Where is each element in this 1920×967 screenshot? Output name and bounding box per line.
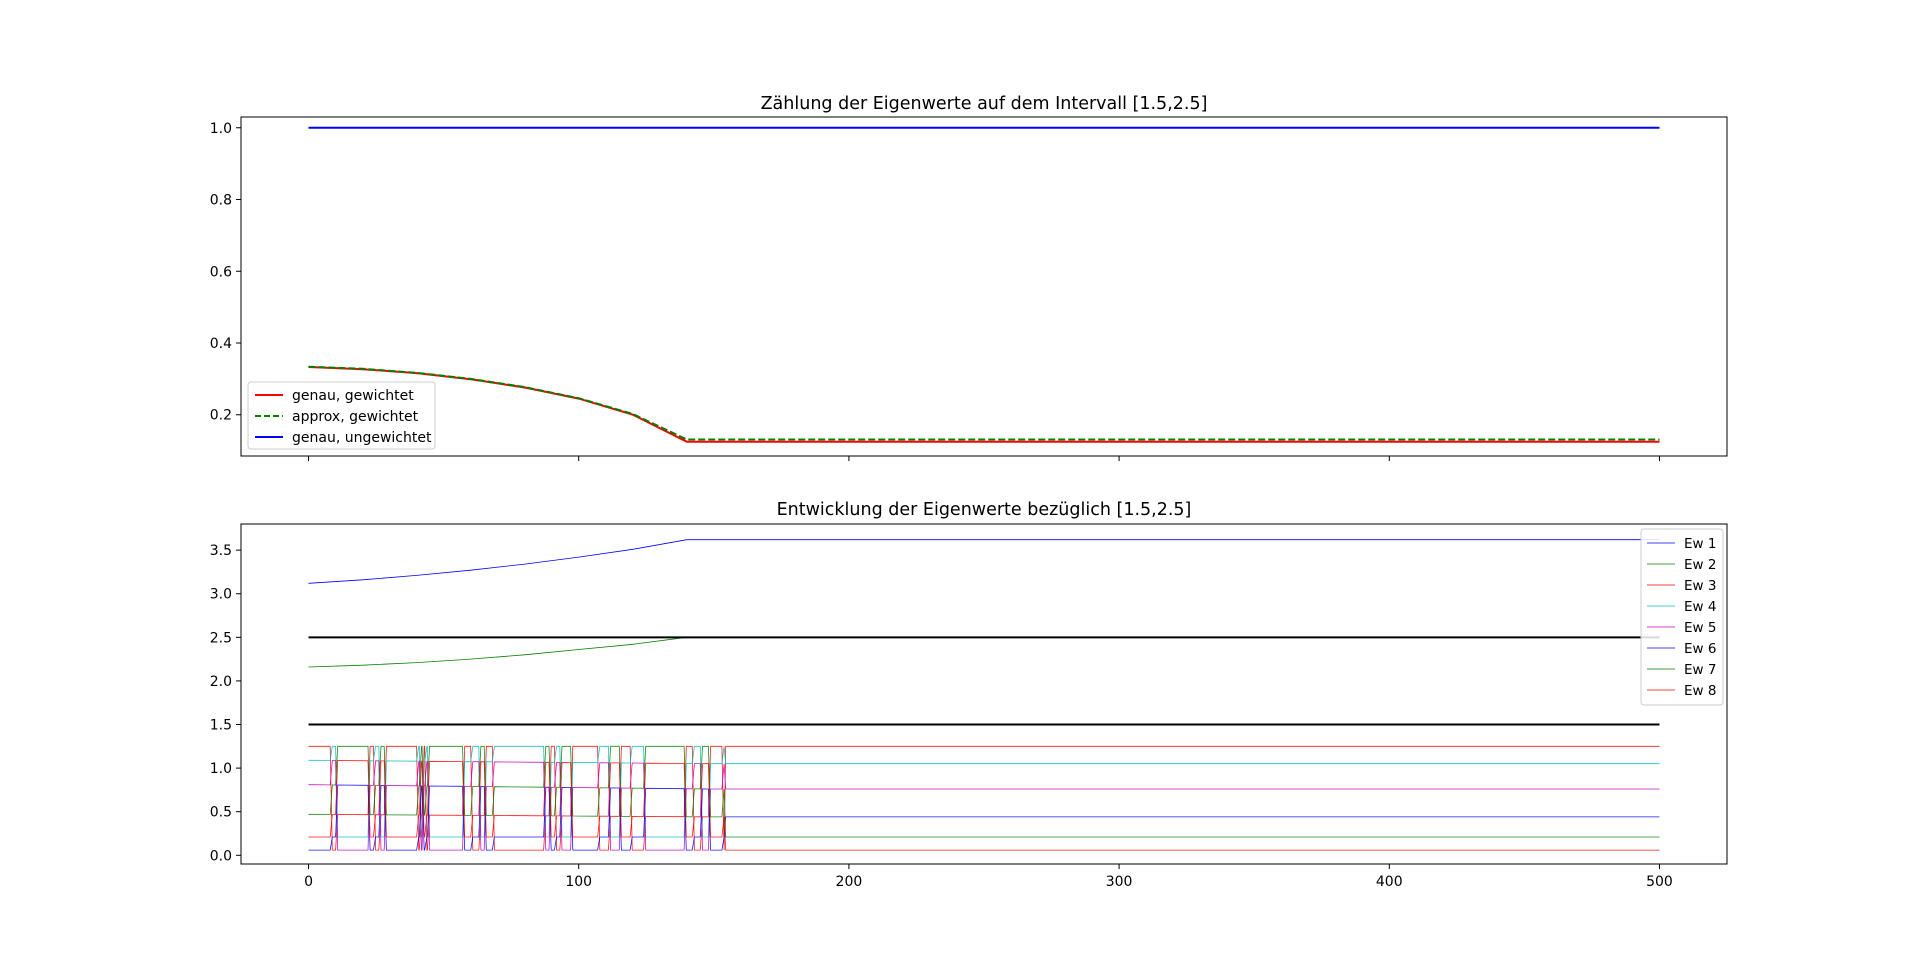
chart-top-title: Zählung der Eigenwerte auf dem Intervall… — [761, 94, 1208, 114]
y-tick-label: 2.0 — [210, 674, 232, 690]
chart-bottom-title: Entwicklung der Eigenwerte bezüglich [1.… — [777, 500, 1192, 520]
series-line-ew-7 — [308, 745, 1660, 838]
legend-label: Ew 6 — [1684, 641, 1716, 657]
legend-box — [1640, 528, 1724, 706]
legend-label: genau, gewichtet — [292, 388, 414, 404]
chart-bottom: Entwicklung der Eigenwerte bezüglich [1.… — [210, 500, 1728, 890]
x-tick-label: 200 — [836, 874, 863, 890]
legend-label: Ew 7 — [1684, 662, 1716, 678]
chart-top-xaxis — [308, 456, 1660, 461]
chart-top-legend: genau, gewichtet approx, gewichtet genau, … — [247, 381, 436, 450]
legend-label: genau, ungewichtet — [292, 430, 432, 446]
legend-label: Ew 8 — [1684, 683, 1716, 699]
x-tick-label: 100 — [565, 874, 592, 890]
series-line-ew-1 — [308, 539, 1660, 584]
legend-label: Ew 3 — [1684, 578, 1716, 594]
y-tick-label: 2.5 — [210, 630, 232, 646]
chart-bottom-legend: Ew 1 Ew 2 Ew 3 Ew 4 Ew 5 Ew 6 Ew 7 Ew 8 — [1640, 528, 1724, 706]
y-tick-label: 3.0 — [210, 587, 232, 603]
x-tick-label: 0 — [304, 874, 313, 890]
x-tick-label: 300 — [1106, 874, 1133, 890]
chart-bottom-yaxis: 0.0 0.5 1.0 1.5 2.0 2.5 3.0 3.5 — [210, 543, 241, 864]
x-tick-label: 400 — [1376, 874, 1403, 890]
chart-top-yaxis: 0.2 0.4 0.6 0.8 1.0 — [210, 121, 241, 424]
chart-top-frame — [240, 116, 1728, 457]
series-line-2 — [308, 365, 1660, 441]
legend-label: approx, gewichtet — [292, 409, 419, 425]
series-line-ew-2 — [308, 636, 1660, 668]
series-line-ew-6 — [308, 784, 1660, 851]
series-line-ew-5 — [308, 760, 1660, 851]
y-tick-label: 1.0 — [210, 121, 232, 137]
legend-box — [247, 381, 436, 450]
chart-bottom-series — [308, 539, 1660, 851]
series-line-ew-8 — [308, 760, 1660, 851]
legend-label: Ew 1 — [1684, 536, 1716, 552]
legend-label: Ew 5 — [1684, 620, 1716, 636]
y-tick-label: 1.5 — [210, 718, 232, 734]
y-tick-label: 0.0 — [210, 848, 232, 864]
chart-top: Zählung der Eigenwerte auf dem Intervall… — [210, 94, 1728, 461]
legend-label: Ew 4 — [1684, 599, 1716, 615]
y-tick-label: 0.5 — [210, 805, 232, 821]
y-tick-label: 3.5 — [210, 543, 232, 559]
y-tick-label: 0.6 — [210, 264, 232, 280]
y-tick-label: 0.8 — [210, 193, 232, 209]
y-tick-label: 0.2 — [210, 408, 232, 424]
y-tick-label: 1.0 — [210, 761, 232, 777]
y-tick-label: 0.4 — [210, 336, 232, 352]
x-tick-label: 500 — [1646, 874, 1673, 890]
chart-bottom-xaxis: 0 100 200 300 400 500 — [304, 864, 1673, 890]
chart-bottom-frame — [240, 523, 1728, 865]
chart-top-series — [308, 126, 1660, 443]
legend-label: Ew 2 — [1684, 557, 1716, 573]
